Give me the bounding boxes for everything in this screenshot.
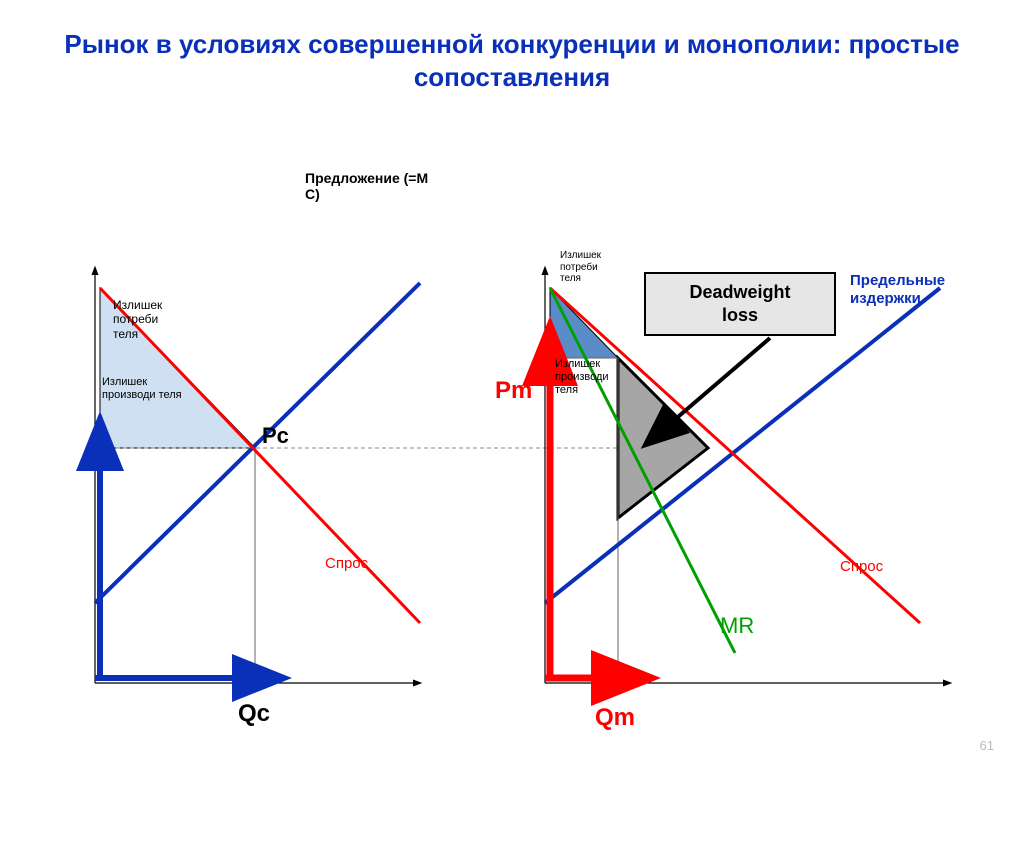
- right-demand-label: Спрос: [840, 558, 884, 575]
- econ-diagram: Pc Qc Спрос Deadweight loss Pm Qm MR Спр…: [0, 93, 1024, 860]
- right-mr-line: [550, 288, 735, 653]
- left-supply-label: Предложение (=M C): [305, 170, 435, 202]
- right-qm-label: Qm: [595, 704, 635, 731]
- right-dwl-triangle: [618, 358, 708, 518]
- dwl-box-text1: Deadweight: [689, 282, 790, 302]
- left-chart: Pc Qc Спрос: [95, 268, 708, 727]
- dwl-box-text2: loss: [722, 305, 758, 325]
- right-mr-label: MR: [720, 613, 754, 638]
- dwl-arrow: [665, 338, 770, 428]
- slide-title: Рынок в условиях совершенной конкуренции…: [0, 0, 1024, 93]
- left-cs-label: Излишек потреби теля: [113, 298, 183, 341]
- left-pc-label: Pc: [262, 423, 289, 448]
- right-pm-label: Pm: [495, 377, 532, 404]
- right-supply-label: Предельные издержки: [850, 272, 970, 308]
- left-ps-label: Излишек производи теля: [102, 376, 182, 402]
- left-qc-label: Qc: [238, 700, 270, 727]
- right-cs-label: Излишек потреби теля: [560, 250, 615, 285]
- page-number: 61: [980, 738, 994, 753]
- right-chart: Deadweight loss Pm Qm MR Спрос: [495, 268, 950, 731]
- right-ps-label: Излишек производи теля: [555, 358, 625, 398]
- left-demand-label: Спрос: [325, 555, 369, 572]
